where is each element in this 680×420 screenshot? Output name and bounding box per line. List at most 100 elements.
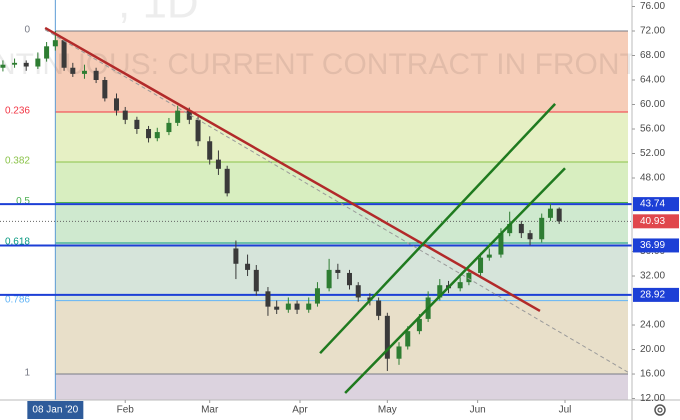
x-tick-label: Jul <box>559 405 572 416</box>
candle-body <box>437 285 443 298</box>
settings-icon[interactable] <box>654 404 666 416</box>
candle-body <box>61 40 67 68</box>
x-tick-label: May <box>378 405 397 416</box>
y-tick-label: 68.00 <box>640 50 665 61</box>
candle-body <box>478 257 484 273</box>
fib-label: 0.786 <box>5 294 30 305</box>
candle-body <box>539 217 545 240</box>
candle-body <box>233 248 239 264</box>
candle-body <box>376 300 382 316</box>
time-axis-panel <box>0 400 632 420</box>
candle-body <box>122 110 128 120</box>
fib-label: 0.236 <box>5 106 30 117</box>
trend-line <box>344 167 566 394</box>
candle-body <box>416 318 422 332</box>
candle-body <box>93 70 99 80</box>
price-label-box <box>633 287 679 302</box>
candle-body <box>154 132 160 139</box>
candle-body <box>245 263 251 270</box>
candle-body <box>527 233 533 240</box>
candle-body <box>0 64 6 68</box>
watermark: , 1D <box>118 0 199 28</box>
candle-body <box>294 303 300 310</box>
price-label: 28.92 <box>640 290 665 301</box>
axes: 76.00 72.00 68.00 64.00 60.00 56.00 52.00 48.00… <box>27 1 679 419</box>
candle-body <box>405 331 411 347</box>
candle-body <box>224 168 230 194</box>
x-tick-label: Mar <box>201 405 219 416</box>
y-tick-label: 72.00 <box>640 26 665 37</box>
y-tick-label: 60.00 <box>640 99 665 110</box>
trend-line <box>44 29 629 373</box>
trend-line <box>319 103 557 355</box>
x-tick-label: Feb <box>117 405 135 416</box>
candle-body <box>195 119 201 142</box>
candle-body <box>507 223 513 234</box>
candle-body <box>396 346 402 359</box>
y-tick-label: 32.00 <box>640 271 665 282</box>
fib-label: 0.382 <box>5 156 30 167</box>
fib-label: 1 <box>24 368 30 379</box>
candle-body <box>556 208 562 222</box>
fib-band <box>55 162 628 203</box>
x-tick-label: Jun <box>470 405 486 416</box>
fib-label: 0.5 <box>16 196 30 207</box>
y-tick-label: 76.00 <box>640 1 665 12</box>
candle-body <box>70 67 76 74</box>
y-tick-label: 16.00 <box>640 369 665 380</box>
y-tick-label: 48.00 <box>640 173 665 184</box>
candle-body <box>253 269 259 292</box>
fib-band <box>55 30 628 112</box>
crosshair-label: 08 Jan '20 <box>32 405 78 416</box>
candle-body <box>274 306 280 310</box>
y-tick-label: 56.00 <box>640 124 665 135</box>
y-tick-label: 20.00 <box>640 344 665 355</box>
candle-body <box>12 62 18 65</box>
price-label: 43.74 <box>640 199 665 210</box>
candle-body <box>384 315 390 359</box>
fib-band <box>55 242 628 301</box>
x-tick-label: Apr <box>292 405 308 416</box>
candle-body <box>102 80 108 99</box>
price-label: 36.99 <box>640 240 665 251</box>
y-tick-label: 24.00 <box>640 320 665 331</box>
candle-body <box>113 98 119 111</box>
candle-body <box>186 110 192 120</box>
candle-body <box>326 269 332 289</box>
price-label-box <box>633 197 679 212</box>
fib-band <box>55 300 628 375</box>
y-tick-label: 52.00 <box>640 148 665 159</box>
trend-line <box>44 26 541 313</box>
y-tick-label: 12.00 <box>640 393 665 404</box>
fib-label: 0 <box>24 25 30 36</box>
candle-body <box>215 159 221 169</box>
candle-body <box>355 285 361 298</box>
price-label-box <box>633 214 679 229</box>
candle-body <box>314 288 320 304</box>
candle-body <box>457 282 463 289</box>
candle-body <box>265 291 271 307</box>
candle-body <box>52 40 58 47</box>
candle-body <box>346 272 352 286</box>
fib-band <box>55 374 628 400</box>
candle-body <box>44 46 50 59</box>
y-tick-label: 64.00 <box>640 75 665 86</box>
candle-body <box>23 62 29 67</box>
price-label: 40.93 <box>640 216 665 227</box>
candle-body <box>285 303 291 310</box>
candle-body <box>35 58 41 67</box>
candle-body <box>486 254 492 258</box>
candle-body <box>547 208 553 218</box>
candle-body <box>175 110 181 123</box>
candle-body <box>166 122 172 133</box>
candle-body <box>134 119 140 130</box>
candle-body <box>335 269 341 273</box>
candle-body <box>518 223 524 234</box>
candle-body <box>498 233 504 255</box>
candle-body <box>306 303 312 310</box>
candle-body <box>466 272 472 283</box>
crosshair-label-box <box>27 401 84 419</box>
price-label-box <box>633 238 679 253</box>
